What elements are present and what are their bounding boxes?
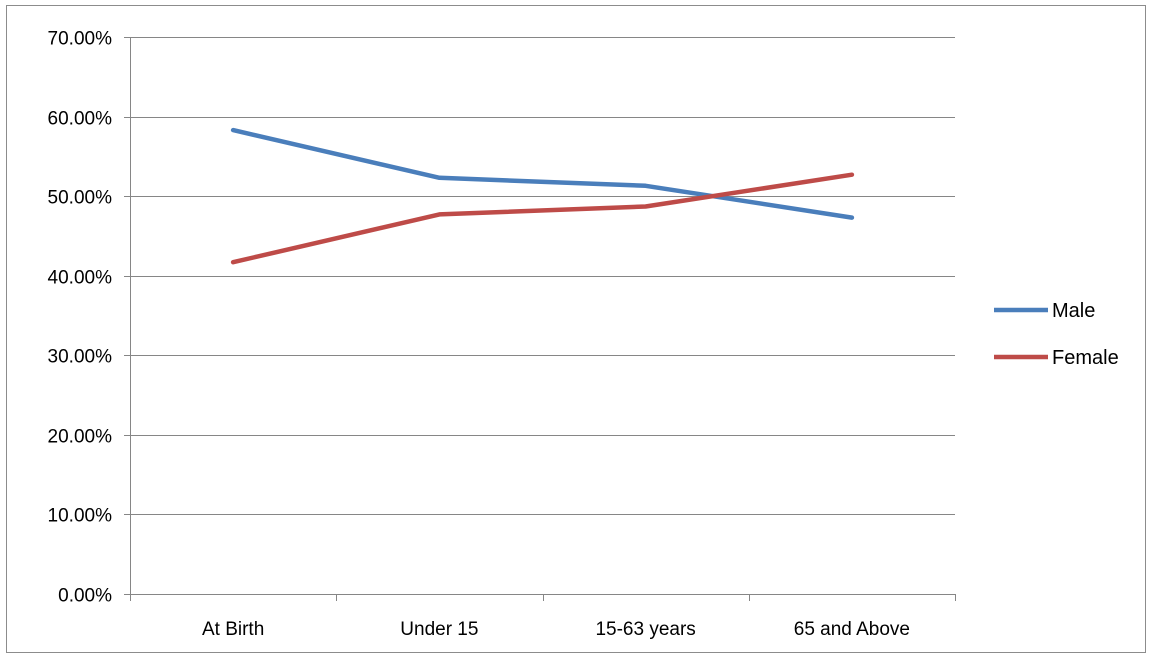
- legend-label-female: Female: [1052, 347, 1119, 369]
- x-tick-label: Under 15: [400, 619, 478, 640]
- x-axis-tick-labels: At Birth Under 15 15-63 years 65 and Above: [202, 619, 910, 640]
- series-lines: [230, 127, 855, 265]
- series-line-male: [230, 127, 855, 220]
- x-tick-label: 15-63 years: [595, 619, 695, 640]
- y-tick-label: 10.00%: [48, 506, 113, 527]
- gridlines: [130, 37, 955, 515]
- series-line-female: [230, 172, 855, 265]
- y-tick-label: 30.00%: [48, 347, 113, 368]
- y-tick-label: 70.00%: [48, 29, 113, 50]
- x-tick-label: At Birth: [202, 619, 264, 640]
- y-axis-tick-labels: 0.00% 10.00% 20.00% 30.00% 40.00% 50.00% 60.00…: [48, 29, 113, 607]
- y-tick-label: 20.00%: [48, 427, 113, 448]
- chart-frame: [6, 5, 1146, 653]
- y-tick-label: 40.00%: [48, 268, 113, 289]
- y-tick-label: 60.00%: [48, 109, 113, 130]
- legend-label-male: Male: [1052, 300, 1095, 322]
- axes: [124, 37, 956, 601]
- x-tick-label: 65 and Above: [794, 619, 910, 640]
- y-tick-label: 0.00%: [58, 586, 112, 607]
- y-tick-label: 50.00%: [48, 188, 113, 209]
- legend: Male Female: [994, 300, 1119, 369]
